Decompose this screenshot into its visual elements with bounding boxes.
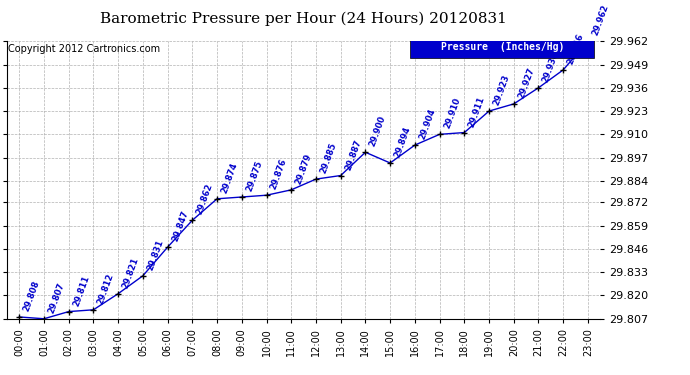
Text: 29.927: 29.927 [517,66,536,100]
Text: 29.821: 29.821 [121,256,141,290]
Text: Pressure  (Inches/Hg): Pressure (Inches/Hg) [441,42,564,52]
Text: 29.874: 29.874 [220,161,239,195]
Text: 29.807: 29.807 [47,281,66,315]
Text: 29.946: 29.946 [566,32,586,66]
Text: 29.812: 29.812 [96,272,116,306]
Text: Copyright 2012 Cartronics.com: Copyright 2012 Cartronics.com [8,44,160,54]
Text: 29.910: 29.910 [442,97,462,130]
Text: 29.847: 29.847 [170,210,190,243]
Text: 29.923: 29.923 [492,74,511,107]
Text: 29.875: 29.875 [244,159,264,193]
Text: 29.885: 29.885 [319,141,338,175]
Text: 29.876: 29.876 [269,158,289,191]
Text: 29.911: 29.911 [467,95,486,128]
Text: 29.862: 29.862 [195,183,215,216]
Text: 29.811: 29.811 [72,274,91,308]
Text: 29.904: 29.904 [417,108,437,141]
FancyBboxPatch shape [411,36,594,58]
Text: 29.962: 29.962 [591,4,610,37]
Text: 29.887: 29.887 [344,138,363,171]
Text: 29.879: 29.879 [294,152,313,186]
Text: 29.808: 29.808 [22,279,41,313]
Text: 29.936: 29.936 [541,50,561,84]
Text: Barometric Pressure per Hour (24 Hours) 20120831: Barometric Pressure per Hour (24 Hours) … [100,11,507,26]
Text: 29.900: 29.900 [368,115,388,148]
Text: 29.894: 29.894 [393,126,413,159]
Text: 29.831: 29.831 [146,238,165,272]
